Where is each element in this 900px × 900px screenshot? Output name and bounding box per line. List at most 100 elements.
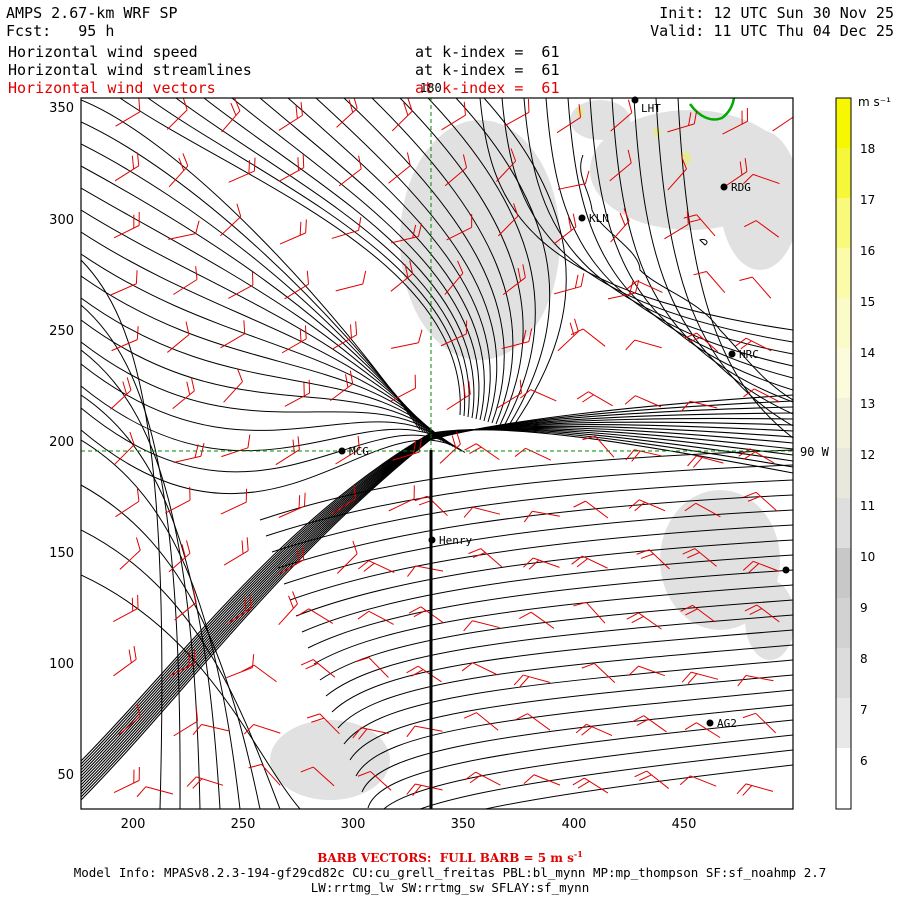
streamline xyxy=(289,524,793,601)
wind-barb xyxy=(172,377,195,409)
wind-barb xyxy=(744,604,780,623)
wind-barb xyxy=(581,662,616,683)
wind-barb xyxy=(463,506,501,518)
wind-barb xyxy=(392,438,422,461)
wind-barb xyxy=(241,664,277,683)
streamline xyxy=(427,98,536,427)
wind-barb xyxy=(357,610,394,625)
streamline xyxy=(315,98,498,423)
wind-barb xyxy=(504,98,530,127)
wind-barb xyxy=(332,321,358,350)
streamline xyxy=(301,554,793,633)
field-level-vectors: at k-index = 61 xyxy=(415,79,560,97)
streamline xyxy=(81,484,261,809)
wind-barb xyxy=(683,214,716,237)
wind-barb xyxy=(554,273,585,295)
wind-barb xyxy=(515,713,551,731)
wind-barb xyxy=(352,727,389,740)
streamline xyxy=(259,98,485,421)
wind-barb xyxy=(609,149,632,182)
streamline xyxy=(81,429,793,762)
streamline xyxy=(271,479,793,553)
wind-barb xyxy=(610,99,633,132)
wind-barb xyxy=(136,786,174,798)
wind-barb xyxy=(497,203,519,237)
wind-barb xyxy=(523,557,560,570)
streamline xyxy=(523,98,793,355)
streamline xyxy=(343,98,505,424)
y-axis: 350 300 250 200 150 100 50 xyxy=(49,101,74,783)
wind-barb xyxy=(223,537,249,566)
streamline xyxy=(399,98,524,426)
wind-barb xyxy=(336,540,358,574)
svg-text:Henry: Henry xyxy=(439,534,472,547)
colorbar-tick: 9 xyxy=(860,601,868,615)
wind-barb xyxy=(610,208,630,243)
wind-barb xyxy=(626,612,662,630)
wind-barb xyxy=(228,157,256,183)
wind-barb xyxy=(446,381,471,411)
streamline xyxy=(337,644,793,729)
wind-barb xyxy=(628,499,666,512)
wind-barb xyxy=(444,260,464,295)
streamline xyxy=(81,341,454,447)
wind-barb xyxy=(165,486,191,514)
wind-barb xyxy=(557,170,590,190)
wind-barb xyxy=(166,98,188,130)
wind-barb xyxy=(110,377,132,410)
wind-speed-shading xyxy=(270,100,793,800)
x-tick: 450 xyxy=(672,817,697,832)
streamline xyxy=(287,98,491,422)
streamline xyxy=(81,275,445,443)
colorbar-tick: 6 xyxy=(860,754,868,768)
stations: LHT RDG KLN HRC MCG Henry AG2 xyxy=(338,96,790,730)
wind-barb xyxy=(575,723,613,737)
wind-barb xyxy=(680,604,716,623)
wind-barb xyxy=(173,707,199,737)
wind-barbs xyxy=(110,98,793,798)
wind-barb xyxy=(223,368,243,403)
streamline xyxy=(501,98,793,343)
wind-barb xyxy=(582,435,615,458)
field-name-streamlines: Horizontal wind streamlines xyxy=(8,61,252,79)
wind-barb xyxy=(553,213,577,245)
wind-barb xyxy=(192,724,229,736)
wind-barb xyxy=(220,203,242,237)
streamline xyxy=(81,143,427,434)
station-lht: LHT xyxy=(631,96,661,115)
streamline xyxy=(611,98,793,403)
streamline xyxy=(81,428,793,768)
wind-barb xyxy=(336,98,358,128)
wind-barb xyxy=(113,211,140,239)
wind-speed-strong-shading xyxy=(576,107,691,165)
colorbar-unit: m s⁻¹ xyxy=(858,95,891,109)
barb-legend-exponent: -1 xyxy=(573,849,583,859)
streamline xyxy=(259,449,793,521)
streamline xyxy=(81,349,201,809)
wind-barb xyxy=(335,435,360,465)
wind-barb xyxy=(220,488,248,515)
streamline xyxy=(655,98,793,427)
x-tick: 250 xyxy=(231,817,256,832)
wind-barb xyxy=(118,703,141,736)
wind-barb xyxy=(278,591,298,626)
station-unlabeled xyxy=(782,566,790,574)
wind-barb xyxy=(114,152,140,182)
streamline xyxy=(81,439,241,809)
streamline xyxy=(331,629,793,713)
model-info-line-2: LW:rrtmg_lw SW:rrtmg_sw SFLAY:sf_mynn xyxy=(310,880,590,895)
streamline xyxy=(545,98,793,367)
streamline xyxy=(81,231,439,440)
wind-barb xyxy=(168,220,200,240)
wind-barb xyxy=(228,271,254,299)
wind-barb xyxy=(114,431,135,465)
streamline xyxy=(81,529,281,809)
wind-barb xyxy=(113,766,140,794)
station-rdg: RDG xyxy=(720,181,751,194)
streamline xyxy=(81,165,430,435)
wind-barb xyxy=(284,270,310,300)
wind-barb xyxy=(461,662,499,676)
colorbar-tick: 17 xyxy=(860,193,875,207)
streamline xyxy=(81,187,433,437)
